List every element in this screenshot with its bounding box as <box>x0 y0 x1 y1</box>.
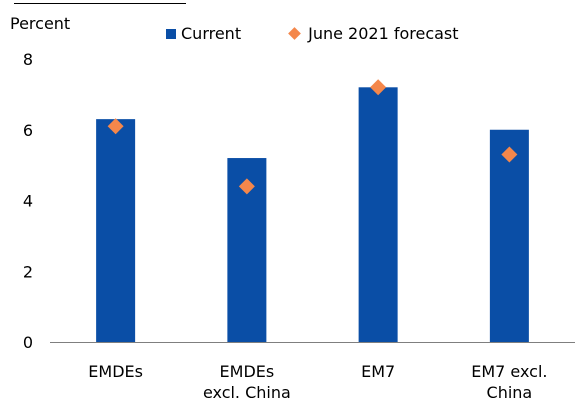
y-tick-label: 2 <box>23 262 33 281</box>
header-rule <box>14 3 186 4</box>
legend-label-current: Current <box>181 24 242 43</box>
bar-4 <box>489 129 529 342</box>
x-category-label: EM7 <box>361 362 395 381</box>
bar-3 <box>358 87 398 342</box>
legend-swatch-current <box>166 28 176 39</box>
y-tick-label: 8 <box>23 50 33 69</box>
forecast-marker-1 <box>107 118 124 135</box>
x-category-label: China <box>487 383 533 402</box>
forecast-marker-4 <box>501 146 518 163</box>
y-tick-label: 0 <box>23 333 33 352</box>
y-tick-label: 4 <box>23 192 33 211</box>
y-tick-label: 6 <box>23 121 33 140</box>
forecast-marker-2 <box>238 178 255 195</box>
y-axis-unit-label: Percent <box>10 14 71 33</box>
x-category-label: excl. China <box>203 383 291 402</box>
forecast-marker-3 <box>370 79 387 96</box>
x-category-label: EMDEs <box>88 362 143 381</box>
x-category-label: EMDEs <box>220 362 275 381</box>
x-category-label: EM7 excl. <box>471 362 547 381</box>
legend-item-current: Current <box>166 24 241 43</box>
legend-item-forecast: June 2021 forecast <box>287 24 459 43</box>
bar-1 <box>96 119 136 342</box>
legend-label-forecast: June 2021 forecast <box>308 24 459 43</box>
legend: Current June 2021 forecast <box>166 24 505 43</box>
